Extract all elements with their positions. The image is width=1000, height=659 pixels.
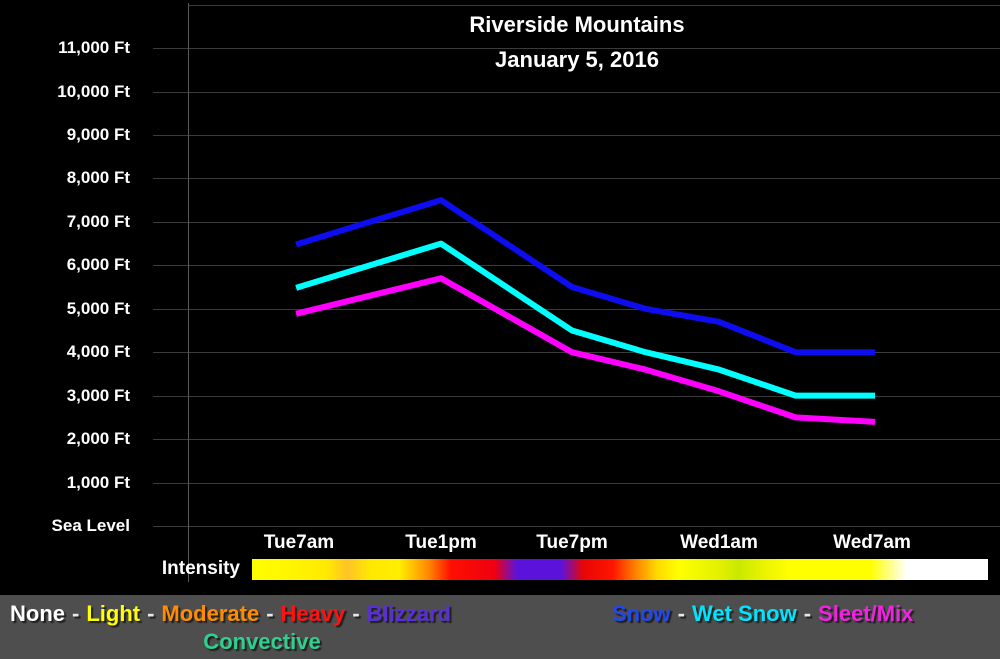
x-axis-label: Tue7am <box>263 532 335 553</box>
legend-convective: Convective <box>203 629 320 655</box>
gridline-9000ft <box>153 135 1000 136</box>
series-line-snow <box>295 197 875 356</box>
title-block: Riverside Mountains January 5, 2016 <box>377 7 777 77</box>
gridline-7000ft <box>153 222 1000 223</box>
series-line-wet-snow <box>295 240 875 399</box>
y-axis-label: 8,000 Ft <box>66 168 130 187</box>
y-axis-label: 6,000 Ft <box>66 255 130 274</box>
legend-separator: - <box>266 601 274 626</box>
legend-intensity-scale: None - Light - Moderate - Heavy - Blizzard <box>10 601 451 627</box>
intensity-gradient-bar <box>252 559 988 580</box>
series-line-sleet-mix <box>295 275 876 425</box>
plot-lines <box>295 197 876 425</box>
legend-separator: - <box>803 601 812 626</box>
y-axis-label: Sea Level <box>51 516 130 535</box>
gridline-6000ft <box>153 265 1000 266</box>
y-axis-label: 10,000 Ft <box>57 82 130 101</box>
chart-date: January 5, 2016 <box>495 47 659 72</box>
gridline-12000ft <box>188 5 1000 6</box>
y-axis-line <box>188 3 189 582</box>
gridline-0ft <box>153 526 1000 527</box>
legend-separator: - <box>677 601 685 626</box>
legend-item-snow: Snow <box>612 601 671 626</box>
x-axis-label: Tue7pm <box>536 532 608 553</box>
y-axis-label: 4,000 Ft <box>66 342 130 361</box>
gridline-1000ft <box>153 483 1000 484</box>
y-axis-label: 9,000 Ft <box>66 125 130 144</box>
gridline-2000ft <box>153 439 1000 440</box>
legend-item-light: Light <box>86 601 141 626</box>
legend-item-blizzard: Blizzard <box>366 601 452 626</box>
x-axis-label: Wed7am <box>833 532 911 553</box>
legend-separator: - <box>147 601 155 626</box>
x-axis-label: Tue1pm <box>405 532 477 553</box>
y-axis-label: 3,000 Ft <box>66 386 130 405</box>
legend-item-moderate: Moderate <box>161 601 260 626</box>
legend-separator: - <box>352 601 360 626</box>
legend-item-none: None <box>10 601 65 626</box>
legend-item-sleet-mix: Sleet/Mix <box>818 601 914 626</box>
y-axis-label: 5,000 Ft <box>66 299 130 318</box>
y-axis-label: 2,000 Ft <box>66 429 130 448</box>
y-axis-label: 11,000 Ft <box>58 38 130 57</box>
legend-item-wet-snow: Wet Snow <box>692 601 797 626</box>
gridline-5000ft <box>153 309 1000 310</box>
legend-item-heavy: Heavy <box>280 601 346 626</box>
gridline-3000ft <box>153 396 1000 397</box>
intensity-label: Intensity <box>161 558 240 579</box>
legend-separator: - <box>72 601 80 626</box>
gridline-11000ft <box>153 48 1000 49</box>
y-axis-label: 7,000 Ft <box>66 212 130 231</box>
legend: None - Light - Moderate - Heavy - Blizzard Snow -… <box>0 595 1000 659</box>
gridline-8000ft <box>153 178 1000 179</box>
gridline-10000ft <box>153 92 1000 93</box>
legend-precip-types: Snow - Wet Snow - Sleet/Mix <box>612 601 913 627</box>
legend-item-convective: Convective <box>203 629 321 654</box>
x-axis-label: Wed1am <box>680 532 758 553</box>
y-axis-label: 1,000 Ft <box>66 473 130 492</box>
chart-title: Riverside Mountains <box>469 12 685 37</box>
